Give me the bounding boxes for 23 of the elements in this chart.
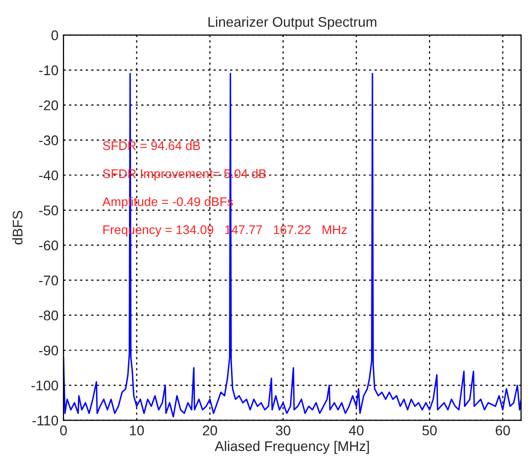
x-tick-label: 30 xyxy=(276,426,290,436)
y-tick-label: -20 xyxy=(39,100,58,110)
y-tick-label: -90 xyxy=(39,346,58,356)
y-axis-title: dBFS xyxy=(12,210,23,244)
line-series xyxy=(63,72,522,418)
y-tick-label: -30 xyxy=(39,135,58,146)
x-axis-title: Aliased Frequency [MHz] xyxy=(214,440,369,454)
x-tick-label: 60 xyxy=(496,426,510,436)
y-tick-label: -60 xyxy=(39,240,58,250)
y-tick-label: -80 xyxy=(39,310,58,320)
chart-title: Linearizer Output Spectrum xyxy=(208,16,376,30)
y-tick-label: -50 xyxy=(39,205,58,216)
x-tick-label: 10 xyxy=(130,426,144,436)
y-tick-label: -110 xyxy=(32,416,58,426)
y-tick-label: -10 xyxy=(39,65,58,76)
y-tick-label: -100 xyxy=(31,380,58,390)
y-tick-label: -40 xyxy=(39,170,58,180)
x-tick-label: 20 xyxy=(202,426,218,436)
x-tick-label: 0 xyxy=(60,426,67,436)
x-tick-label: 40 xyxy=(348,426,364,436)
y-tick-label: -70 xyxy=(39,276,58,286)
y-tick-label: 0 xyxy=(51,30,58,40)
x-tick-label: 50 xyxy=(422,426,437,436)
